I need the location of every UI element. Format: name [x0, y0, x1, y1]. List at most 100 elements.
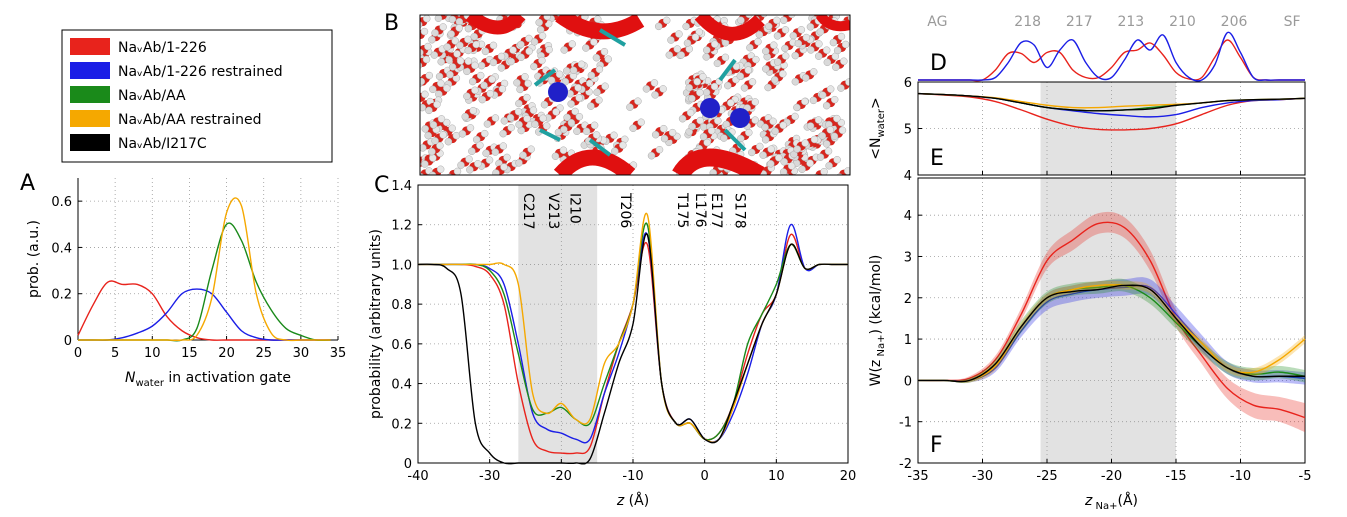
water-h: [439, 23, 447, 31]
water-h: [793, 103, 801, 112]
label-part: Na+: [876, 335, 887, 360]
water-h: [466, 124, 475, 132]
water-h: [848, 15, 850, 22]
y-tick-label: 0.2: [51, 288, 72, 303]
water-h: [806, 159, 814, 167]
water-h: [474, 160, 482, 168]
water-h: [686, 108, 695, 117]
water-h: [506, 113, 515, 122]
water-h: [746, 43, 754, 52]
label-part: in activation gate: [164, 370, 291, 386]
water-h: [535, 18, 543, 27]
water-h: [436, 141, 444, 150]
water-h: [762, 65, 770, 73]
water-h: [761, 135, 770, 144]
water-h: [457, 161, 465, 169]
water-h: [488, 75, 496, 84]
x-tick-label: -10: [622, 469, 643, 484]
water-h: [491, 114, 500, 122]
water-h: [420, 21, 423, 29]
water-h: [463, 67, 471, 76]
water-h: [756, 142, 764, 151]
water-h: [517, 40, 525, 49]
water-h: [665, 51, 674, 59]
water-h: [830, 132, 839, 141]
water-h: [420, 173, 425, 175]
water-h: [421, 90, 429, 99]
x-tick-label: 30: [293, 346, 310, 361]
water-h: [547, 76, 556, 85]
water-h: [695, 28, 703, 36]
water-h: [422, 55, 431, 64]
x-tick-label: 5: [111, 346, 119, 361]
water-h: [683, 39, 692, 47]
water-h: [582, 44, 590, 52]
legend-label: NaᵥAb/I217C: [118, 136, 207, 152]
water-h: [710, 82, 719, 91]
water-h: [568, 40, 576, 48]
water-h: [575, 112, 584, 121]
water-h: [478, 95, 487, 104]
label-part: <N: [868, 138, 884, 160]
legend-swatch: [70, 86, 110, 103]
water-h: [456, 57, 465, 65]
error-band: [918, 278, 1305, 384]
water-h: [590, 38, 598, 46]
water-h: [779, 16, 788, 25]
water-h: [593, 15, 602, 23]
water-h: [531, 120, 539, 129]
water-h: [577, 60, 586, 69]
x-tick-label: -25: [1036, 469, 1057, 484]
water-h: [675, 30, 683, 38]
y-tick-label: 0.8: [391, 298, 412, 313]
water-h: [780, 158, 788, 166]
series-line: [917, 92, 1306, 112]
water-h: [840, 57, 848, 65]
x-tick-label: 10: [144, 346, 161, 361]
water-h: [538, 32, 547, 40]
series-line: [78, 197, 331, 342]
x-axis-label: z Na+(Å): [1084, 492, 1138, 512]
water-h: [752, 55, 760, 64]
water-h: [810, 135, 819, 144]
y-tick-label: 0.2: [391, 417, 412, 432]
water-h: [595, 96, 603, 104]
water-h: [530, 62, 538, 71]
y-tick-label: 2: [904, 292, 912, 307]
plot-frame: [917, 177, 1306, 464]
water-h: [421, 160, 429, 168]
water-h: [807, 46, 815, 54]
side-chain: [539, 128, 561, 142]
side-chain: [598, 28, 627, 47]
water-h: [560, 46, 568, 54]
water-h: [642, 85, 651, 93]
water-h: [822, 101, 831, 110]
water-h: [637, 118, 645, 126]
series-line: [917, 284, 1305, 383]
water-h: [682, 22, 690, 31]
water-h: [420, 98, 421, 103]
water-h: [453, 167, 462, 175]
panel-label: B: [384, 11, 399, 36]
water-h: [826, 85, 835, 93]
water-h: [500, 163, 508, 171]
x-tick-label: -30: [972, 469, 993, 484]
water-h: [816, 153, 825, 161]
water-h: [745, 15, 753, 19]
water-h: [806, 122, 815, 130]
water-h: [437, 58, 445, 66]
water-h: [745, 128, 753, 137]
water-h: [826, 126, 835, 134]
water-h: [574, 83, 582, 92]
water-h: [485, 156, 494, 164]
water-h: [770, 41, 778, 49]
panel-label: A: [20, 171, 35, 196]
y-axis-label: prob. (a.u.): [26, 220, 42, 298]
y-tick-label: 0: [404, 457, 412, 472]
water-h: [593, 88, 601, 96]
water-h: [659, 124, 668, 133]
water-h: [515, 99, 523, 108]
water-h: [569, 66, 578, 75]
water-h: [759, 151, 767, 159]
